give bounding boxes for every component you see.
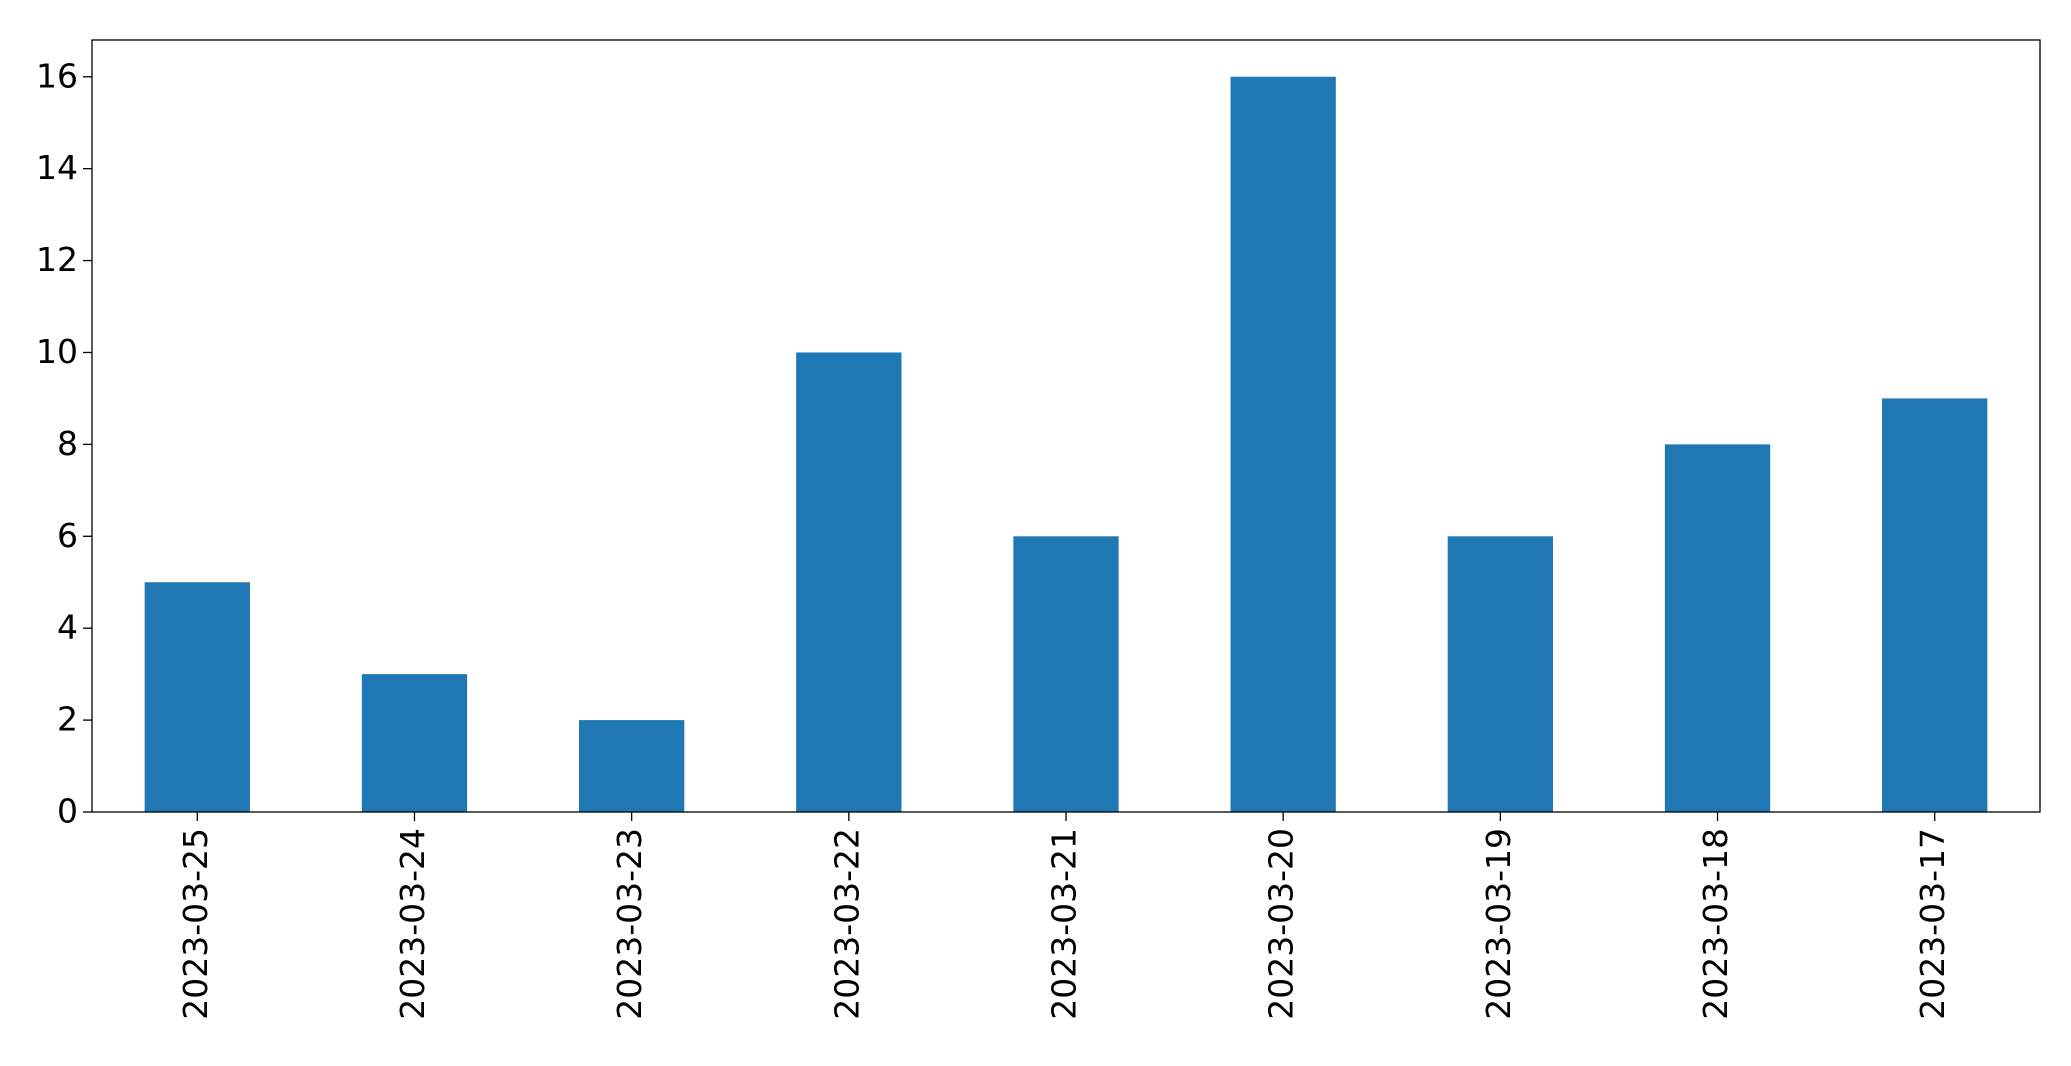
y-tick-label: 4 — [57, 608, 78, 647]
x-tick-label: 2023-03-20 — [1262, 828, 1301, 1020]
x-tick-label: 2023-03-22 — [827, 828, 866, 1020]
x-tick-label: 2023-03-23 — [610, 828, 649, 1020]
x-axis: 2023-03-25 2023-03-24 2023-03-23 2023-03-22… — [176, 812, 1952, 1020]
bar — [1664, 444, 1771, 812]
bar — [579, 720, 685, 812]
x-tick-label: 2023-03-24 — [393, 828, 432, 1020]
x-tick-label: 2023-03-21 — [1045, 828, 1084, 1020]
bar — [1230, 76, 1336, 812]
bar — [361, 674, 468, 812]
x-tick-label: 2023-03-18 — [1696, 828, 1735, 1020]
y-tick-label: 16 — [36, 56, 78, 95]
y-tick-label: 0 — [57, 792, 78, 831]
bar — [796, 352, 902, 812]
y-tick-label: 8 — [57, 424, 78, 463]
bar — [144, 582, 250, 812]
bar — [1447, 536, 1553, 812]
y-tick-label: 2 — [57, 700, 78, 739]
y-tick-label: 10 — [36, 332, 78, 371]
x-tick-label: 2023-03-17 — [1913, 828, 1952, 1020]
y-tick-label: 12 — [36, 240, 78, 279]
bar — [1882, 398, 1988, 812]
x-tick-label: 2023-03-19 — [1479, 828, 1518, 1020]
y-axis: 0 2 4 6 8 10 12 14 16 — [36, 56, 92, 831]
bar — [1013, 536, 1119, 812]
y-tick-label: 6 — [57, 516, 78, 555]
y-tick-label: 14 — [36, 148, 78, 187]
bars-layer — [144, 76, 1988, 812]
x-tick-label: 2023-03-25 — [176, 828, 215, 1020]
